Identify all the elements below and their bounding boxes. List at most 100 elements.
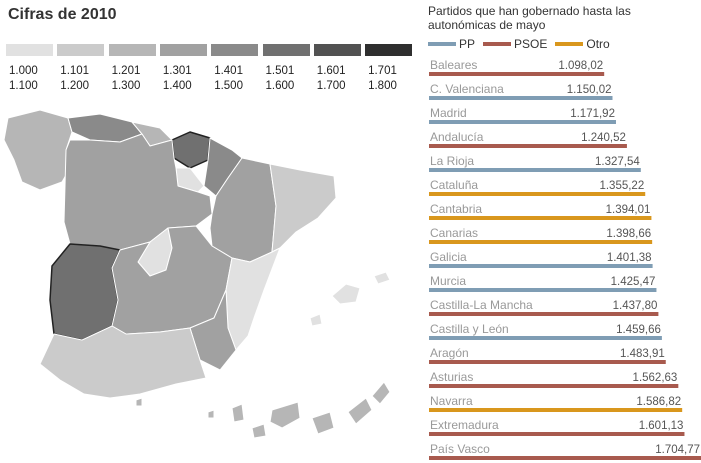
category-label: Andalucía: [430, 130, 484, 144]
color-scale-swatch: [365, 44, 413, 56]
bar: [429, 120, 616, 124]
legend-swatch: [555, 42, 584, 46]
map-region-canarias-6: [371, 381, 391, 405]
map-region-canarias-1: [231, 403, 245, 423]
map-region-canarias-3: [269, 401, 301, 429]
map-region-cataluna: [269, 163, 337, 253]
range-from: 1.000: [9, 65, 38, 77]
legend-swatch: [428, 42, 456, 46]
range-from: 1.701: [368, 65, 397, 77]
color-scale-swatch: [313, 44, 361, 56]
bar: [429, 408, 683, 412]
map-region-canarias-4: [311, 411, 335, 435]
range-to: 1.800: [368, 80, 397, 92]
bar: [429, 216, 652, 220]
bar: [429, 264, 653, 268]
category-label: Canarias: [430, 226, 478, 240]
bar: [429, 336, 662, 340]
legend-label: Otro: [586, 37, 610, 51]
value-label: 1.586,82: [636, 396, 681, 408]
color-scale-range: 1.000 1.100: [9, 64, 38, 94]
legend-item-psoe: PSOE: [483, 37, 547, 51]
bar-row: Castilla y León 1.459,66: [429, 322, 662, 340]
map-region-baleares: [331, 283, 361, 305]
bar-row: Castilla-La Mancha 1.437,80: [429, 298, 659, 316]
bar: [429, 144, 627, 148]
color-scale-swatch: [211, 44, 259, 56]
color-scale-swatch: [6, 44, 53, 56]
category-label: País Vasco: [430, 442, 490, 456]
color-scale-range: 1.301 1.400: [163, 64, 192, 94]
category-label: Madrid: [430, 106, 467, 120]
value-label: 1.601,13: [639, 420, 684, 432]
range-from: 1.201: [111, 65, 141, 77]
value-label: 1.425,47: [611, 276, 656, 288]
color-scale-swatch: [262, 44, 310, 56]
legend-label: PP: [459, 37, 476, 51]
range-from: 1.301: [162, 65, 192, 77]
bar-row: C. Valenciana 1.150,02: [429, 82, 613, 100]
value-label: 1.483,91: [620, 348, 665, 360]
category-label: Aragón: [430, 346, 469, 360]
party-legend: PP PSOE Otro: [428, 37, 610, 51]
color-scale-swatch: [108, 44, 156, 56]
range-to: 1.300: [111, 80, 141, 92]
spain-regions-map: [3, 109, 391, 439]
bar: [429, 432, 685, 436]
bar-row: Madrid 1.171,92: [429, 106, 616, 124]
bar-row: Navarra 1.586,82: [429, 394, 683, 412]
chart-subtitle: Partidos que han gobernado hasta las aut…: [428, 4, 631, 32]
legend-item-pp: PP: [428, 37, 475, 51]
bar-row: País Vasco 1.704,77: [429, 442, 701, 460]
bar-row: Murcia 1.425,47: [429, 274, 657, 292]
category-label: Cantabria: [430, 202, 482, 216]
bar-row: Asturias 1.562,63: [429, 370, 679, 388]
legend-swatch: [483, 42, 512, 46]
color-scale-swatch: [159, 44, 207, 56]
bar: [429, 240, 653, 244]
bar-row: La Rioja 1.327,54: [429, 154, 641, 172]
category-label: Navarra: [430, 394, 473, 408]
legend-label: PSOE: [514, 37, 548, 51]
color-scale-swatches: [6, 44, 416, 57]
color-scale-range: 1.601 1.700: [317, 64, 346, 94]
value-label: 1.437,80: [613, 300, 658, 312]
category-label: Castilla y León: [430, 322, 509, 336]
color-scale-range: 1.701 1.800: [368, 64, 397, 94]
bar: [429, 96, 613, 100]
map-region-baleares-ibiza: [309, 313, 323, 327]
bar: [429, 192, 646, 196]
map-region-melilla: [207, 409, 215, 419]
value-label: 1.150,02: [567, 84, 612, 96]
value-label: 1.562,63: [633, 372, 678, 384]
color-scale-range: 1.201 1.300: [112, 64, 141, 94]
chart-title: Cifras de 2010: [8, 6, 117, 23]
category-label: C. Valenciana: [430, 82, 504, 96]
range-from: 1.401: [214, 65, 243, 77]
range-to: 1.400: [162, 80, 192, 92]
category-label: Baleares: [430, 58, 477, 72]
bar-row: Extremadura 1.601,13: [429, 418, 685, 436]
category-label: Galicia: [430, 250, 467, 264]
range-to: 1.200: [60, 80, 90, 92]
value-label: 1.355,22: [599, 180, 644, 192]
value-label: 1.171,92: [570, 108, 615, 120]
color-scale-range: 1.401 1.500: [214, 64, 243, 94]
bar: [429, 168, 641, 172]
category-label: La Rioja: [430, 154, 474, 168]
value-label: 1.394,01: [606, 204, 651, 216]
value-label: 1.459,66: [616, 324, 661, 336]
bar-row: Andalucía 1.240,52: [429, 130, 627, 148]
bar-row: Galicia 1.401,38: [429, 250, 653, 268]
value-label: 1.398,66: [606, 228, 651, 240]
range-to: 1.600: [265, 80, 295, 92]
range-to: 1.500: [214, 80, 243, 92]
bar: [429, 360, 666, 364]
bar-row: Cantabria 1.394,01: [429, 202, 652, 220]
legend-item-otro: Otro: [555, 37, 610, 51]
range-from: 1.101: [60, 65, 90, 77]
color-scale-range: 1.501 1.600: [266, 64, 295, 94]
map-region-andalucia: [39, 325, 207, 399]
map-region-baleares-menorca: [373, 271, 391, 285]
map-region-ceuta: [135, 397, 143, 407]
